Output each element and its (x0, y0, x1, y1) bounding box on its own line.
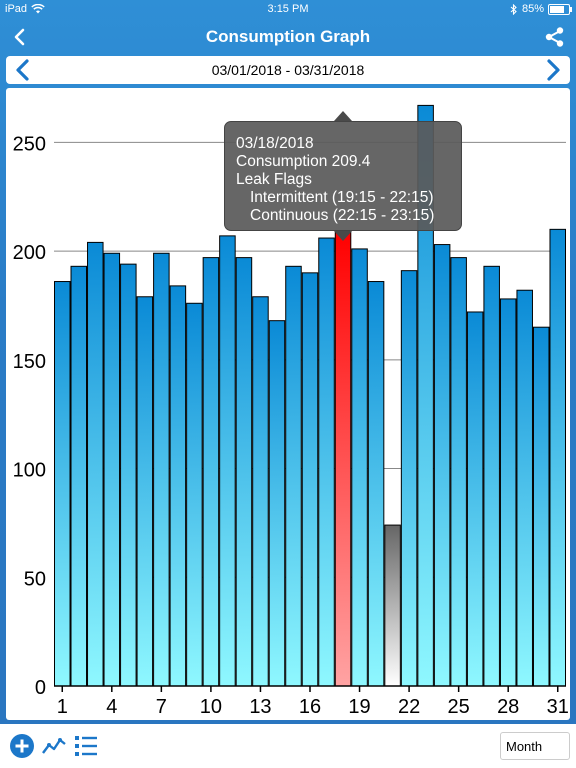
add-circle-icon[interactable] (9, 733, 35, 759)
bottom-toolbar: Month (0, 724, 576, 768)
bar[interactable] (70, 265, 88, 687)
x-tick-label: 16 (299, 696, 321, 718)
bar[interactable] (54, 281, 71, 687)
x-tick-label: 4 (106, 696, 117, 718)
y-tick-label: 150 (13, 351, 46, 373)
battery-percent: 85% (521, 3, 544, 15)
bar[interactable] (516, 289, 533, 687)
bar[interactable] (499, 298, 517, 687)
bar[interactable] (433, 244, 451, 687)
line-chart-icon[interactable] (41, 733, 67, 759)
bar[interactable] (301, 272, 319, 687)
y-tick-label: 200 (13, 242, 46, 264)
battery-icon (548, 3, 572, 15)
bar[interactable] (252, 296, 269, 687)
x-tick-label: 19 (348, 696, 370, 718)
x-tick-label: 28 (497, 696, 519, 718)
tooltip-continuous: Continuous (22:15 - 23:15) (250, 207, 435, 224)
y-tick-label: 250 (13, 133, 46, 155)
bar[interactable] (103, 252, 121, 687)
bar[interactable] (400, 270, 418, 687)
tooltip-date: 03/18/2018 (236, 135, 314, 152)
bar[interactable] (153, 252, 170, 687)
date-range-bar: 03/01/2018 - 03/31/2018 (6, 56, 570, 84)
y-tick-label: 50 (24, 568, 46, 590)
bar[interactable] (466, 311, 484, 687)
consumption-bar-chart: 0 50 100 150 200 250 1 4 7 10 13 16 19 22 25 28 31 (13, 104, 569, 718)
bar[interactable] (318, 237, 335, 687)
bar[interactable] (186, 302, 203, 687)
bar[interactable] (169, 285, 187, 687)
date-range-label: 03/01/2018 - 03/31/2018 (211, 62, 365, 78)
bar[interactable] (285, 265, 302, 687)
back-chevron-icon[interactable] (10, 25, 30, 49)
status-bar: iPad 3:15 PM 85% (0, 0, 576, 18)
x-tick-label: 22 (398, 696, 420, 718)
x-tick-label: 10 (200, 696, 222, 718)
next-period-chevron-icon[interactable] (542, 58, 564, 82)
bar[interactable] (268, 320, 286, 687)
x-tick-label: 25 (448, 696, 470, 718)
page-title: Consumption Graph (205, 27, 371, 46)
device-name: iPad (5, 3, 28, 15)
bar[interactable] (351, 248, 368, 687)
y-tick-label: 0 (35, 677, 46, 699)
bar[interactable] (549, 228, 567, 687)
x-tick-label: 1 (57, 696, 68, 718)
y-tick-label: 100 (13, 460, 46, 482)
bar[interactable] (219, 235, 236, 687)
tooltip-arrow-bottom (334, 231, 352, 241)
tooltip-arrow-top (334, 111, 352, 121)
list-icon[interactable] (73, 733, 99, 759)
tooltip-intermittent: Intermittent (19:15 - 22:15) (250, 189, 434, 206)
bar[interactable] (483, 265, 500, 687)
period-select[interactable]: Month (500, 732, 570, 760)
consumption-chart: 0 50 100 150 200 250 1 4 7 10 13 16 19 22 25 28 31 03/18… (6, 88, 570, 720)
bar[interactable] (235, 257, 253, 687)
wifi-icon (31, 4, 45, 14)
previous-period-chevron-icon[interactable] (12, 58, 34, 82)
bluetooth-icon (510, 3, 517, 15)
bar[interactable] (87, 241, 104, 687)
bar[interactable] (120, 263, 137, 687)
bar[interactable] (532, 326, 550, 687)
bar-tooltip: 03/18/2018 Consumption 209.4 Leak Flags … (224, 121, 462, 231)
x-tick-label: 13 (249, 696, 271, 718)
bar[interactable] (367, 281, 385, 687)
x-tick-label: 7 (156, 696, 167, 718)
bar[interactable] (136, 296, 154, 687)
navigation-bar: Consumption Graph (0, 18, 576, 56)
clock: 3:15 PM (267, 3, 309, 15)
share-icon[interactable] (544, 26, 566, 48)
bar-selected[interactable] (334, 230, 352, 687)
tooltip-leak-flags: Leak Flags (236, 171, 312, 188)
bar[interactable] (202, 257, 220, 687)
bar-incomplete[interactable] (384, 524, 401, 687)
tooltip-consumption: Consumption 209.4 (236, 153, 371, 170)
x-tick-label: 31 (547, 696, 569, 718)
bar[interactable] (450, 257, 467, 687)
